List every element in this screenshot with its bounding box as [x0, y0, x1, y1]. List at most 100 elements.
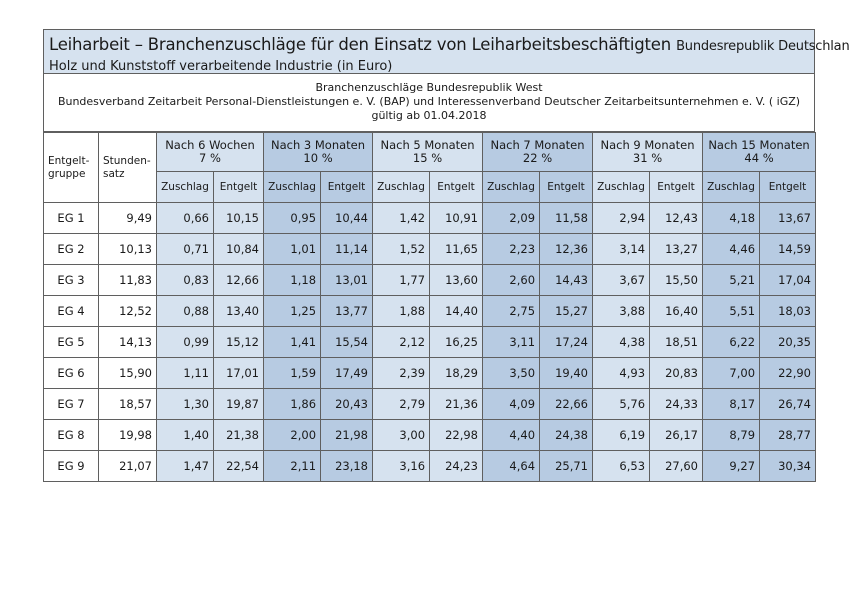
cell-zuschlag: 4,18 — [702, 202, 761, 234]
cell-zuschlag: 1,86 — [263, 388, 322, 420]
period-percent: 10 % — [303, 151, 333, 165]
cell-zuschlag: 0,99 — [156, 326, 214, 358]
cell-entgelt: 22,54 — [212, 450, 265, 482]
cell-zuschlag: 1,01 — [263, 233, 322, 265]
cell-zuschlag: 1,59 — [263, 357, 322, 389]
cell-zuschlag: 2,11 — [263, 450, 322, 482]
header-zuschlag: Zuschlag — [372, 171, 431, 203]
cell-stundensatz: 11,83 — [98, 264, 157, 296]
cell-zuschlag: 1,42 — [372, 202, 431, 234]
cell-entgelt: 17,24 — [539, 326, 594, 358]
cell-entgelt: 21,38 — [212, 419, 265, 451]
cell-entgelt: 24,23 — [429, 450, 484, 482]
cell-entgelt: 20,35 — [759, 326, 817, 358]
cell-entgelt: 10,44 — [320, 202, 374, 234]
cell-entgelt: 19,87 — [212, 388, 265, 420]
header-entgelt: Entgelt — [212, 171, 265, 203]
cell-zuschlag: 4,38 — [592, 326, 651, 358]
header-group-row: Entgelt- gruppe Stunden- satz Nach 6 Woc… — [43, 132, 817, 203]
cell-zuschlag: 7,00 — [702, 357, 761, 389]
period-label: Nach 3 Monaten — [270, 138, 366, 152]
table-row: EG 1 9,49 0,66 10,15 0,95 10,44 1,42 10,91 2,09 1… — [43, 202, 817, 234]
page-title: Leiharbeit – Branchenzuschläge für den E… — [49, 35, 672, 54]
cell-entgelt: 19,40 — [539, 357, 594, 389]
cell-entgelt: 17,04 — [759, 264, 817, 296]
title-line: Leiharbeit – Branchenzuschläge für den E… — [49, 34, 849, 58]
cell-entgelt: 21,98 — [320, 419, 374, 451]
table-row: EG 6 15,90 1,11 17,01 1,59 17,49 2,39 18,29 3,50… — [43, 357, 817, 389]
cell-entgelt: 18,03 — [759, 295, 817, 327]
cell-entgelt: 14,59 — [759, 233, 817, 265]
cell-zuschlag: 4,46 — [702, 233, 761, 265]
cell-entgelt: 15,50 — [649, 264, 704, 296]
header-period-3: Nach 7 Monaten 22 % — [482, 132, 594, 172]
cell-stundensatz: 10,13 — [98, 233, 157, 265]
header-sub-row: Zuschlag Entgelt Zuschlag Entgelt Zuschlag En… — [44, 171, 817, 203]
cell-entgeltgruppe: EG 8 — [43, 419, 99, 451]
header-stundensatz: Stunden- satz — [98, 132, 157, 203]
cell-zuschlag: 1,25 — [263, 295, 322, 327]
cell-entgelt: 13,40 — [212, 295, 265, 327]
cell-entgelt: 22,66 — [539, 388, 594, 420]
cell-zuschlag: 6,22 — [702, 326, 761, 358]
header-zuschlag: Zuschlag — [592, 171, 651, 203]
cell-zuschlag: 0,66 — [156, 202, 214, 234]
industry-subtitle: Holz und Kunststoff verarbeitende Indust… — [49, 59, 393, 74]
header-period-4: Nach 9 Monaten 31 % — [592, 132, 704, 172]
cell-entgelt: 20,43 — [320, 388, 374, 420]
cell-zuschlag: 1,40 — [156, 419, 214, 451]
cell-entgelt: 11,58 — [539, 202, 594, 234]
table-row: EG 7 18,57 1,30 19,87 1,86 20,43 2,79 21,36 4,09… — [43, 388, 817, 420]
cell-entgeltgruppe: EG 4 — [43, 295, 99, 327]
cell-entgeltgruppe: EG 5 — [43, 326, 99, 358]
cell-zuschlag: 2,79 — [372, 388, 431, 420]
cell-entgelt: 15,12 — [212, 326, 265, 358]
cell-entgelt: 17,49 — [320, 357, 374, 389]
cell-zuschlag: 3,14 — [592, 233, 651, 265]
cell-entgelt: 13,01 — [320, 264, 374, 296]
period-percent: 15 % — [412, 151, 443, 165]
period-label: Nach 9 Monaten — [600, 138, 695, 152]
cell-zuschlag: 3,88 — [592, 295, 651, 327]
cell-entgelt: 30,34 — [759, 450, 817, 482]
cell-zuschlag: 1,30 — [156, 388, 214, 420]
period-label: Nach 5 Monaten — [380, 138, 475, 152]
cell-entgelt: 26,74 — [759, 388, 817, 420]
cell-zuschlag: 4,09 — [482, 388, 541, 420]
header-period-5: Nach 15 Monaten 44 % — [702, 132, 817, 172]
period-percent: 44 % — [744, 151, 774, 165]
cell-zuschlag: 5,21 — [702, 264, 761, 296]
cell-zuschlag: 8,79 — [702, 419, 761, 451]
cell-entgelt: 17,01 — [212, 357, 265, 389]
cell-zuschlag: 3,50 — [482, 357, 541, 389]
cell-entgelt: 23,18 — [320, 450, 374, 482]
cell-zuschlag: 8,17 — [702, 388, 761, 420]
period-label: Nach 7 Monaten — [490, 138, 585, 152]
cell-entgelt: 18,51 — [649, 326, 704, 358]
cell-entgelt: 18,29 — [429, 357, 484, 389]
period-label: Nach 15 Monaten — [708, 138, 810, 152]
cell-stundensatz: 19,98 — [98, 419, 157, 451]
cell-stundensatz: 12,52 — [98, 295, 157, 327]
info-line-region: Branchenzuschläge Bundesrepublik West — [315, 81, 543, 94]
cell-entgelt: 21,36 — [429, 388, 484, 420]
cell-entgeltgruppe: EG 1 — [43, 202, 99, 234]
cell-zuschlag: 1,52 — [372, 233, 431, 265]
cell-entgelt: 24,33 — [649, 388, 704, 420]
cell-entgelt: 13,60 — [429, 264, 484, 296]
cell-zuschlag: 2,09 — [482, 202, 541, 234]
table-row: EG 5 14,13 0,99 15,12 1,41 15,54 2,12 16,25 3,11… — [43, 326, 817, 358]
cell-stundensatz: 21,07 — [98, 450, 157, 482]
table-row: EG 4 12,52 0,88 13,40 1,25 13,77 1,88 14,40 2,75… — [43, 295, 817, 327]
cell-zuschlag: 0,71 — [156, 233, 214, 265]
cell-entgelt: 14,40 — [429, 295, 484, 327]
cell-stundensatz: 18,57 — [98, 388, 157, 420]
table-row: EG 2 10,13 0,71 10,84 1,01 11,14 1,52 11,65 2,23… — [43, 233, 817, 265]
cell-zuschlag: 4,64 — [482, 450, 541, 482]
cell-zuschlag: 1,11 — [156, 357, 214, 389]
cell-entgelt: 12,66 — [212, 264, 265, 296]
header-zuschlag: Zuschlag — [482, 171, 541, 203]
cell-entgelt: 14,43 — [539, 264, 594, 296]
header-zuschlag: Zuschlag — [702, 171, 761, 203]
header-entgelt: Entgelt — [320, 171, 374, 203]
